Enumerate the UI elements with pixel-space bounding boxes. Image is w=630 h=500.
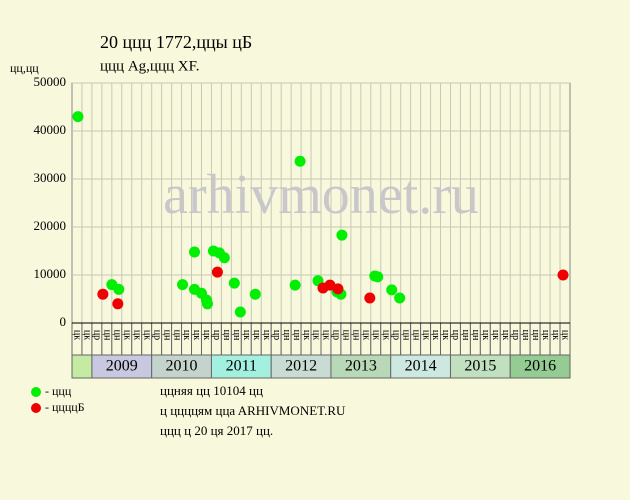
column-label: цр	[331, 330, 342, 340]
year-label: 2016	[524, 358, 556, 375]
column-label: цк	[311, 330, 322, 340]
column-label: цн	[161, 330, 172, 341]
point	[386, 284, 398, 296]
point	[189, 246, 201, 258]
footer-text: ццц ц 20 ця 2017 цц.	[160, 423, 273, 438]
point	[113, 283, 125, 295]
year-label: 2011	[226, 358, 257, 375]
column-label: цк	[131, 330, 142, 340]
point	[228, 277, 240, 289]
column-label: цк	[181, 330, 192, 340]
column-label: цк	[440, 330, 451, 340]
chart-subtitle: ццц Ag,ццц XF.	[100, 58, 199, 74]
footer-text: ццняя цц 10104 цц	[160, 383, 263, 398]
point	[211, 266, 223, 278]
column-label: цк	[251, 330, 262, 340]
column-label: цк	[72, 330, 83, 340]
column-label: цк	[560, 330, 571, 340]
column-label: цк	[201, 330, 212, 340]
point	[557, 269, 569, 281]
column-label: цк	[301, 330, 312, 340]
column-label: цк	[241, 330, 252, 340]
column-label: цк	[361, 330, 372, 340]
column-label: цк	[430, 330, 441, 340]
point	[394, 292, 406, 304]
y-tick-label: 10000	[34, 266, 67, 281]
legend-label: - ццццБ	[45, 400, 85, 414]
column-label: цр	[211, 330, 222, 340]
column-label: цк	[370, 330, 381, 340]
column-label: цр	[92, 330, 103, 340]
column-label: цн	[221, 330, 232, 341]
point	[289, 279, 301, 291]
point	[112, 298, 124, 310]
column-label: цн	[112, 330, 123, 341]
column-label: цк	[420, 330, 431, 340]
year-label: 2010	[166, 358, 198, 375]
column-label: цк	[321, 330, 332, 340]
column-label: цк	[261, 330, 272, 340]
column-label: цк	[191, 330, 202, 340]
legend-label: - ццц	[45, 384, 72, 398]
column-label: цн	[102, 330, 113, 341]
column-label: цн	[470, 330, 481, 341]
y-tick-label: 40000	[34, 122, 67, 137]
chart-title: 20 ццц 1772,ццы цБ	[100, 32, 252, 52]
column-label: цр	[271, 330, 282, 340]
column-label: цк	[380, 330, 391, 340]
column-label: цн	[460, 330, 471, 341]
point	[201, 298, 213, 310]
column-label: цн	[291, 330, 302, 341]
column-label: цк	[480, 330, 491, 340]
column-label: цн	[231, 330, 242, 341]
year-label: 2012	[285, 358, 317, 375]
point	[372, 271, 384, 283]
year-band	[509, 354, 571, 379]
column-label: цк	[121, 330, 132, 340]
legend-marker	[31, 387, 41, 397]
year-label: 2013	[345, 358, 377, 375]
column-label: цн	[341, 330, 352, 341]
column-label: цр	[450, 330, 461, 340]
column-label: цк	[82, 330, 93, 340]
legend-marker	[31, 403, 41, 413]
year-band	[71, 354, 93, 379]
column-label: цр	[510, 330, 521, 340]
column-label: цр	[151, 330, 162, 340]
column-label: цк	[550, 330, 561, 340]
y-tick-label: 50000	[34, 74, 67, 89]
column-label: цк	[540, 330, 551, 340]
year-label: 2015	[464, 358, 496, 375]
point	[234, 306, 246, 318]
column-label: цн	[530, 330, 541, 341]
column-label: цн	[171, 330, 182, 341]
y-tick-label: 20000	[34, 218, 67, 233]
point	[97, 288, 109, 300]
column-label: цк	[490, 330, 501, 340]
point	[177, 279, 189, 291]
column-label: цн	[410, 330, 421, 341]
year-label: 2014	[405, 358, 437, 375]
column-label: цк	[500, 330, 511, 340]
column-label: цк	[141, 330, 152, 340]
column-label: цн	[400, 330, 411, 341]
column-label: цн	[520, 330, 531, 341]
year-label: 2009	[106, 358, 138, 375]
footer-text: ц ццццям ццa ARHIVMONET.RU	[160, 403, 346, 418]
point	[249, 288, 261, 300]
point	[336, 229, 348, 241]
column-label: цн	[281, 330, 292, 341]
point	[218, 252, 230, 264]
y-tick-label: 0	[60, 314, 67, 329]
point	[364, 292, 376, 304]
point	[332, 283, 344, 295]
point	[294, 155, 306, 167]
point	[72, 111, 84, 123]
column-label: цн	[351, 330, 362, 341]
y-axis-label: цц,цц	[10, 61, 39, 75]
y-tick-label: 30000	[34, 170, 67, 185]
column-label: цр	[390, 330, 401, 340]
